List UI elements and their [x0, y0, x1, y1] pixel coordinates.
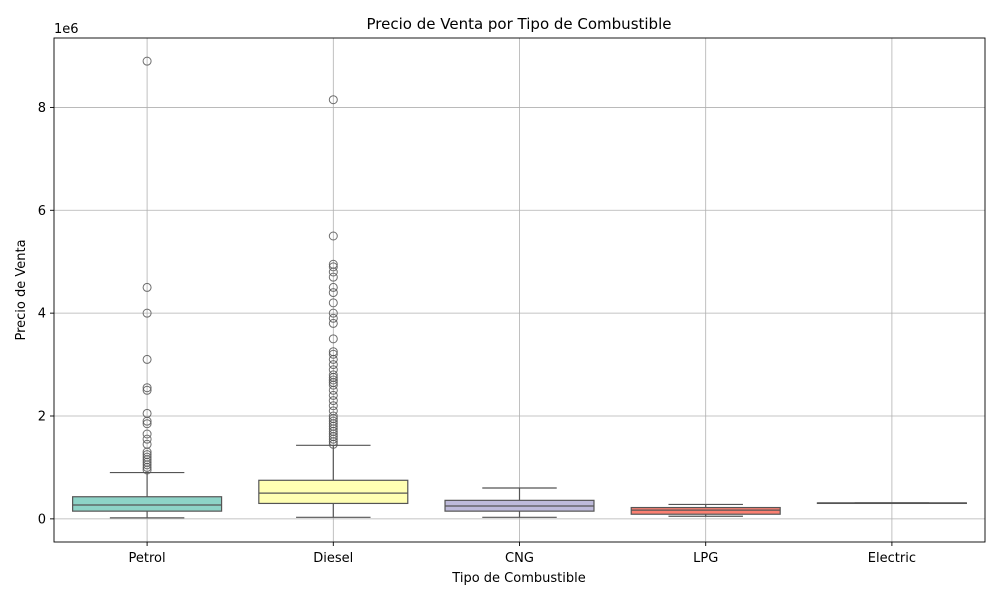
- outlier-point: [142, 429, 152, 439]
- outlier-point: [142, 416, 152, 426]
- outlier-point: [142, 460, 152, 470]
- outlier-point: [142, 434, 152, 444]
- outlier-point: [328, 390, 338, 400]
- outlier-point: [328, 360, 338, 370]
- outlier-point: [142, 383, 152, 393]
- outlier-point: [142, 282, 152, 292]
- box-body: [258, 479, 409, 505]
- x-axis-label: Tipo de Combustible: [451, 571, 585, 586]
- y-axis-label: Precio de Venta: [14, 239, 29, 340]
- y-tick-label: 0: [38, 512, 46, 527]
- x-tick-label: LPG: [693, 551, 718, 566]
- box-body: [72, 496, 223, 512]
- box-cng: [444, 487, 595, 518]
- y-tick-label: 8: [38, 101, 46, 116]
- outlier-point: [328, 313, 338, 323]
- outlier-point: [328, 318, 338, 328]
- outlier-point: [328, 437, 338, 447]
- y-axis-scale-label: 1e6: [54, 22, 79, 37]
- grid-lines: [54, 38, 985, 542]
- outlier-point: [328, 288, 338, 298]
- box-body: [630, 506, 781, 515]
- outlier-point: [142, 308, 152, 318]
- box-electric: [816, 502, 967, 505]
- outlier-point: [328, 334, 338, 344]
- outlier-point: [328, 375, 338, 385]
- outlier-point: [328, 95, 338, 105]
- y-tick-label: 2: [38, 410, 46, 425]
- outlier-point: [328, 349, 338, 359]
- outlier-point: [328, 267, 338, 277]
- outlier-point: [328, 231, 338, 241]
- outlier-point: [328, 308, 338, 318]
- box-plots: [72, 56, 967, 519]
- outlier-point: [328, 380, 338, 390]
- x-tick-label: Diesel: [313, 551, 353, 566]
- box-lpg: [630, 503, 781, 517]
- outlier-point: [328, 401, 338, 411]
- outlier-point: [328, 385, 338, 395]
- outlier-point: [142, 56, 152, 66]
- outlier-point: [142, 385, 152, 395]
- outlier-point: [142, 465, 152, 475]
- outlier-point: [142, 462, 152, 472]
- x-tick-label: CNG: [505, 551, 534, 566]
- x-tick-label: Electric: [868, 551, 916, 566]
- outlier-point: [328, 272, 338, 282]
- y-tick-label: 4: [38, 307, 46, 322]
- box-diesel: [258, 95, 409, 518]
- box-petrol: [72, 56, 223, 519]
- outlier-point: [142, 354, 152, 364]
- x-tick-label: Petrol: [129, 551, 166, 566]
- outlier-point: [328, 439, 338, 449]
- outlier-point: [328, 262, 338, 272]
- y-tick-label: 6: [38, 204, 46, 219]
- outlier-point: [328, 298, 338, 308]
- outlier-point: [328, 396, 338, 406]
- outlier-point: [142, 419, 152, 429]
- outlier-point: [328, 434, 338, 444]
- chart-title: Precio de Venta por Tipo de Combustible: [367, 15, 672, 33]
- outlier-point: [328, 282, 338, 292]
- axes: 0 2 4 6 8 Petrol Diesel CNG LPG Electric: [38, 37, 986, 566]
- outlier-point: [328, 354, 338, 364]
